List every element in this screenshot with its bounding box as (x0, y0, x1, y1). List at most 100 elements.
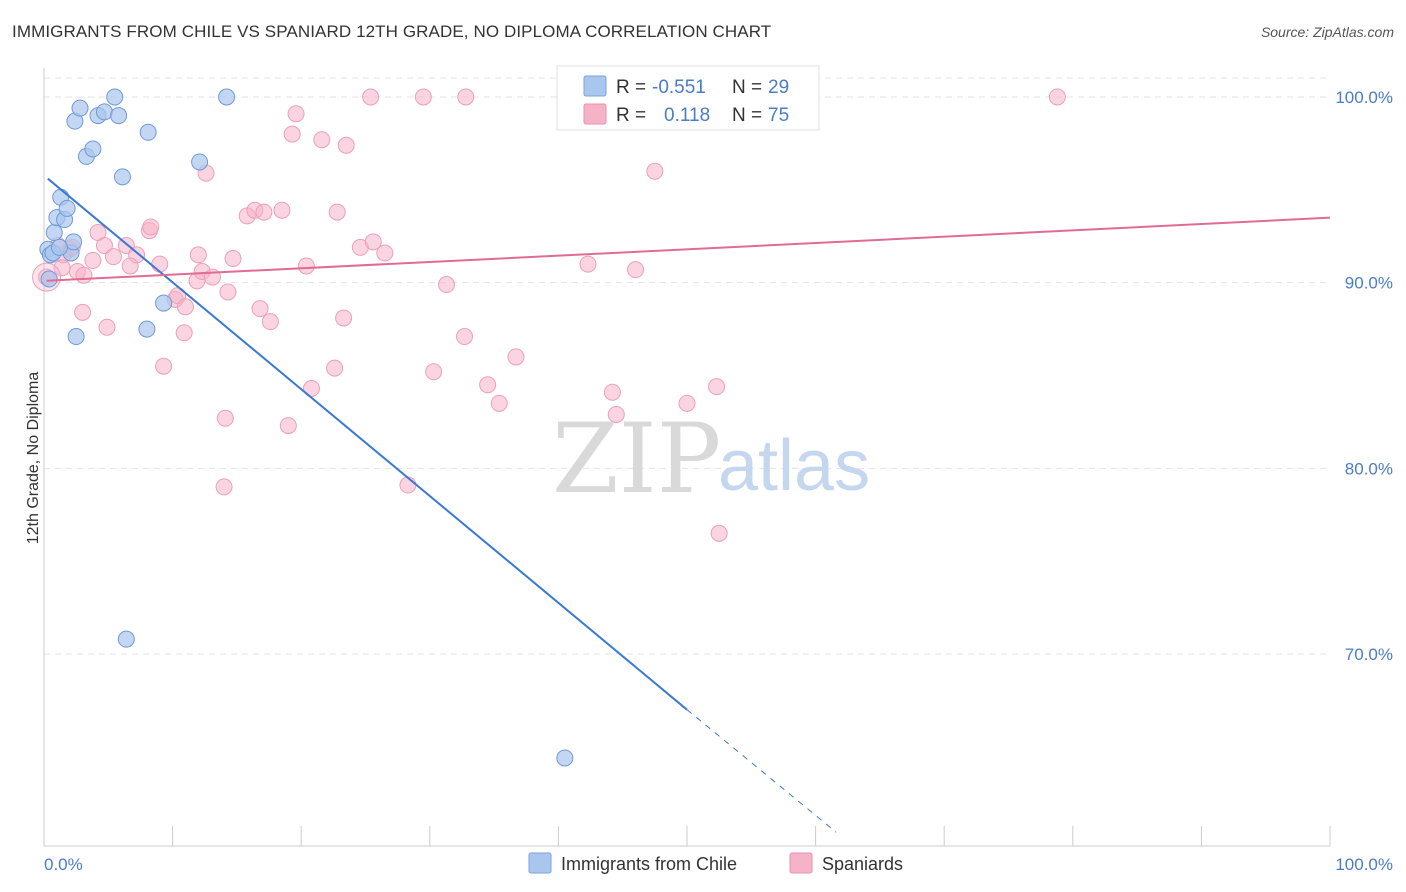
chile-point (117, 630, 135, 648)
spaniards-point (1048, 88, 1066, 106)
x-tick-labels: 0.0% 100.0% (44, 855, 1393, 874)
spaniards-point (678, 394, 696, 412)
spaniards-point (216, 409, 234, 427)
spaniards-point (224, 250, 242, 268)
chile-point (84, 140, 102, 158)
chile-trend-extension (686, 709, 837, 833)
chile-point (139, 123, 157, 141)
chile-point (50, 238, 68, 256)
legend-n-value-spaniards: 75 (768, 105, 789, 126)
chile-point (40, 270, 58, 288)
spaniards-point (84, 251, 102, 269)
spaniards-point (215, 478, 233, 496)
legend-r-label-chile: R = (616, 77, 646, 98)
spaniards-point (376, 244, 394, 262)
y-tick-label: 90.0% (1345, 274, 1393, 293)
legend-n-value-chile: 29 (768, 77, 789, 98)
chile-point (95, 103, 113, 121)
legend-swatch-chile (583, 75, 607, 97)
stats-legend: R = -0.551 N = 29 R = 0.118 N = 75 (556, 65, 820, 131)
chart-title: IMMIGRANTS FROM CHILE VS SPANIARD 12TH G… (12, 22, 772, 41)
spaniards-point (710, 524, 728, 542)
spaniards-point (255, 203, 273, 221)
spaniards-point (507, 348, 525, 366)
spaniards-point (337, 136, 355, 154)
spaniards-point (98, 318, 116, 336)
chile-point (113, 168, 131, 186)
chile-point (556, 749, 574, 767)
y-tick-label: 70.0% (1345, 645, 1393, 664)
bottom-legend-swatch-chile (528, 852, 552, 874)
legend-r-value-spaniards: 0.118 (664, 105, 710, 126)
spaniards-point (251, 300, 269, 318)
spaniards-point (438, 276, 456, 294)
y-tick-label: 100.0% (1335, 88, 1393, 107)
spaniards-point (335, 309, 353, 327)
chile-point (106, 88, 124, 106)
axes (43, 68, 1331, 847)
chile-points (39, 88, 574, 767)
spaniards-trend-line (46, 216, 1331, 282)
chile-point (67, 328, 85, 346)
spaniards-points (32, 88, 1066, 542)
spaniards-point (414, 88, 432, 106)
spaniards-point (279, 417, 297, 435)
spaniards-point (95, 237, 113, 255)
spaniards-point (425, 363, 443, 381)
chile-point (45, 224, 63, 242)
bottom-legend-label-chile: Immigrants from Chile (561, 854, 737, 874)
legend-swatch-spaniards (583, 103, 607, 125)
spaniards-point (362, 88, 380, 106)
chile-point (218, 88, 236, 106)
bottom-legend-label-spaniards: Spaniards (822, 854, 903, 874)
spaniards-point (399, 476, 417, 494)
chile-point (58, 199, 76, 217)
chile-point (110, 107, 128, 125)
spaniards-point (579, 255, 597, 273)
chile-point (191, 153, 209, 171)
spaniards-point (313, 131, 331, 149)
y-axis-label: 12th Grade, No Diploma (25, 372, 42, 545)
spaniards-point (646, 162, 664, 180)
watermark-atlas: atlas (718, 426, 870, 506)
watermark-zip: ZIP (552, 403, 721, 515)
spaniards-point (75, 266, 93, 284)
spaniards-point (479, 376, 497, 394)
trend-lines (46, 177, 1331, 833)
spaniards-point (121, 257, 139, 275)
legend-r-label-spaniards: R = (616, 105, 646, 126)
spaniards-point (708, 378, 726, 396)
chile-point (155, 294, 173, 312)
chile-point (71, 99, 89, 117)
spaniards-point (364, 233, 382, 251)
spaniards-point (328, 203, 346, 221)
spaniards-point (151, 255, 169, 273)
x-tick-label: 0.0% (44, 855, 83, 874)
spaniards-point (627, 261, 645, 279)
chile-point (65, 233, 83, 251)
spaniards-point (490, 394, 508, 412)
watermark: ZIP atlas (552, 403, 870, 515)
spaniards-point (261, 313, 279, 331)
y-tick-label: 80.0% (1345, 459, 1393, 478)
source-label: Source: ZipAtlas.com (1260, 24, 1394, 40)
legend-r-value-chile: -0.551 (652, 77, 706, 98)
spaniards-point (53, 259, 71, 277)
spaniards-point (189, 246, 207, 264)
spaniards-point (273, 201, 291, 219)
spaniards-point (287, 105, 305, 123)
spaniards-point (74, 303, 92, 321)
x-tick-label: 100.0% (1335, 855, 1393, 874)
spaniards-point (219, 283, 237, 301)
spaniards-point (155, 357, 173, 375)
series-legend: Immigrants from Chile Spaniards (528, 852, 903, 874)
y-tick-labels: 70.0% 80.0% 90.0% 100.0% (1335, 88, 1393, 664)
spaniards-point (326, 359, 344, 377)
spaniards-point (175, 324, 193, 342)
legend-n-label-spaniards: N = (732, 105, 762, 126)
chile-point (138, 320, 156, 338)
spaniards-point (104, 248, 122, 266)
spaniards-point (607, 405, 625, 423)
chile-trend-line (47, 177, 688, 711)
